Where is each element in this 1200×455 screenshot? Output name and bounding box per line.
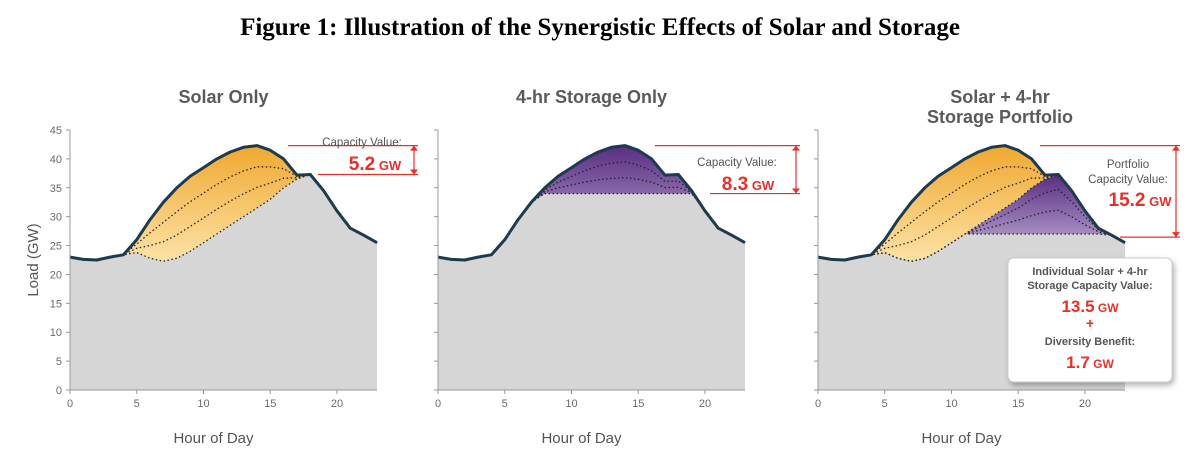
diversity-benefit-label: Diversity Benefit:: [1045, 336, 1135, 348]
x-tick-label: 0: [815, 398, 821, 410]
solar-area: [70, 145, 377, 262]
load-curve: [69, 144, 378, 262]
solar-area: [818, 145, 1125, 262]
x-tick-label: 5: [502, 398, 508, 410]
arrow-head: [1172, 232, 1180, 238]
plus-sign: +: [1086, 315, 1094, 331]
diversity-callout-box: [1007, 257, 1173, 383]
figure-title: Figure 1: Illustration of the Synergisti…: [240, 14, 960, 41]
individual-value-label: Individual Solar + 4-hr: [1032, 266, 1148, 278]
portfolio-value-label: Capacity Value:: [1088, 174, 1168, 186]
panel-1: 0 5 10 15 20 0 5 10 15 20 25 30 35 40 45 Hour of Day Loa…: [25, 87, 418, 447]
x-tick-label: 15: [632, 398, 644, 410]
panel-2: 0 5 10 15 20 Hour of Day 4-hr Storage Only Capa…: [434, 87, 800, 447]
load-curve: [437, 144, 746, 262]
x-tick-label: 10: [197, 398, 209, 410]
x-tick-label: 15: [1012, 398, 1024, 410]
y-tick-label: 25: [50, 241, 62, 253]
panel-title: Solar + 4-hr: [950, 87, 1050, 107]
x-tick-label: 20: [1079, 398, 1091, 410]
x-tick-label: 10: [945, 398, 957, 410]
y-tick-label: 35: [50, 183, 62, 195]
panel-title: Solar Only: [178, 87, 268, 107]
x-axis-label: Hour of Day: [173, 430, 254, 447]
portfolio-value-number: 15.2 GW: [1109, 190, 1173, 211]
individual-value-number: 13.5 GW: [1061, 297, 1119, 316]
y-tick-label: 20: [50, 269, 62, 281]
capacity-value-number: 5.2 GW: [349, 154, 402, 175]
y-tick-label: 45: [50, 125, 62, 137]
storage-contour: [817, 233, 1126, 262]
diversity-benefit-number: 1.7 GW: [1066, 353, 1114, 372]
x-tick-label: 5: [134, 398, 140, 410]
y-tick-label: 15: [50, 298, 62, 310]
arrow-head: [410, 169, 418, 175]
capacity-value-label: Capacity Value:: [697, 157, 777, 169]
arrow-head: [1172, 145, 1180, 151]
portfolio-value-label: Portfolio: [1107, 159, 1149, 171]
y-tick-label: 5: [56, 356, 62, 368]
storage-area: [818, 174, 1125, 262]
x-tick-label: 0: [67, 398, 73, 410]
y-tick-label: 10: [50, 327, 62, 339]
load-curve: [817, 144, 1126, 262]
panel-title: 4-hr Storage Only: [516, 87, 667, 107]
x-tick-label: 15: [264, 398, 276, 410]
y-tick-label: 40: [50, 154, 62, 166]
x-tick-label: 10: [565, 398, 577, 410]
storage-area: [438, 145, 745, 260]
y-axis-label: Load (GW): [25, 223, 42, 296]
panel-title: Storage Portfolio: [927, 107, 1073, 127]
x-axis-label: Hour of Day: [541, 430, 622, 447]
individual-value-label: Storage Capacity Value:: [1027, 280, 1152, 292]
capacity-value-number: 8.3 GW: [722, 174, 775, 195]
x-tick-label: 5: [882, 398, 888, 410]
arrow-head: [792, 188, 800, 194]
base-load-area: [438, 145, 745, 390]
storage-contour: [437, 177, 746, 261]
arrow-head: [410, 145, 418, 151]
capacity-value-label: Capacity Value:: [322, 137, 402, 149]
x-tick-label: 0: [435, 398, 441, 410]
base-load-area: [70, 145, 377, 390]
x-tick-label: 20: [331, 398, 343, 410]
arrow-head: [792, 145, 800, 151]
y-tick-label: 0: [56, 385, 62, 397]
y-tick-label: 30: [50, 212, 62, 224]
x-axis-label: Hour of Day: [921, 430, 1002, 447]
x-tick-label: 20: [699, 398, 711, 410]
